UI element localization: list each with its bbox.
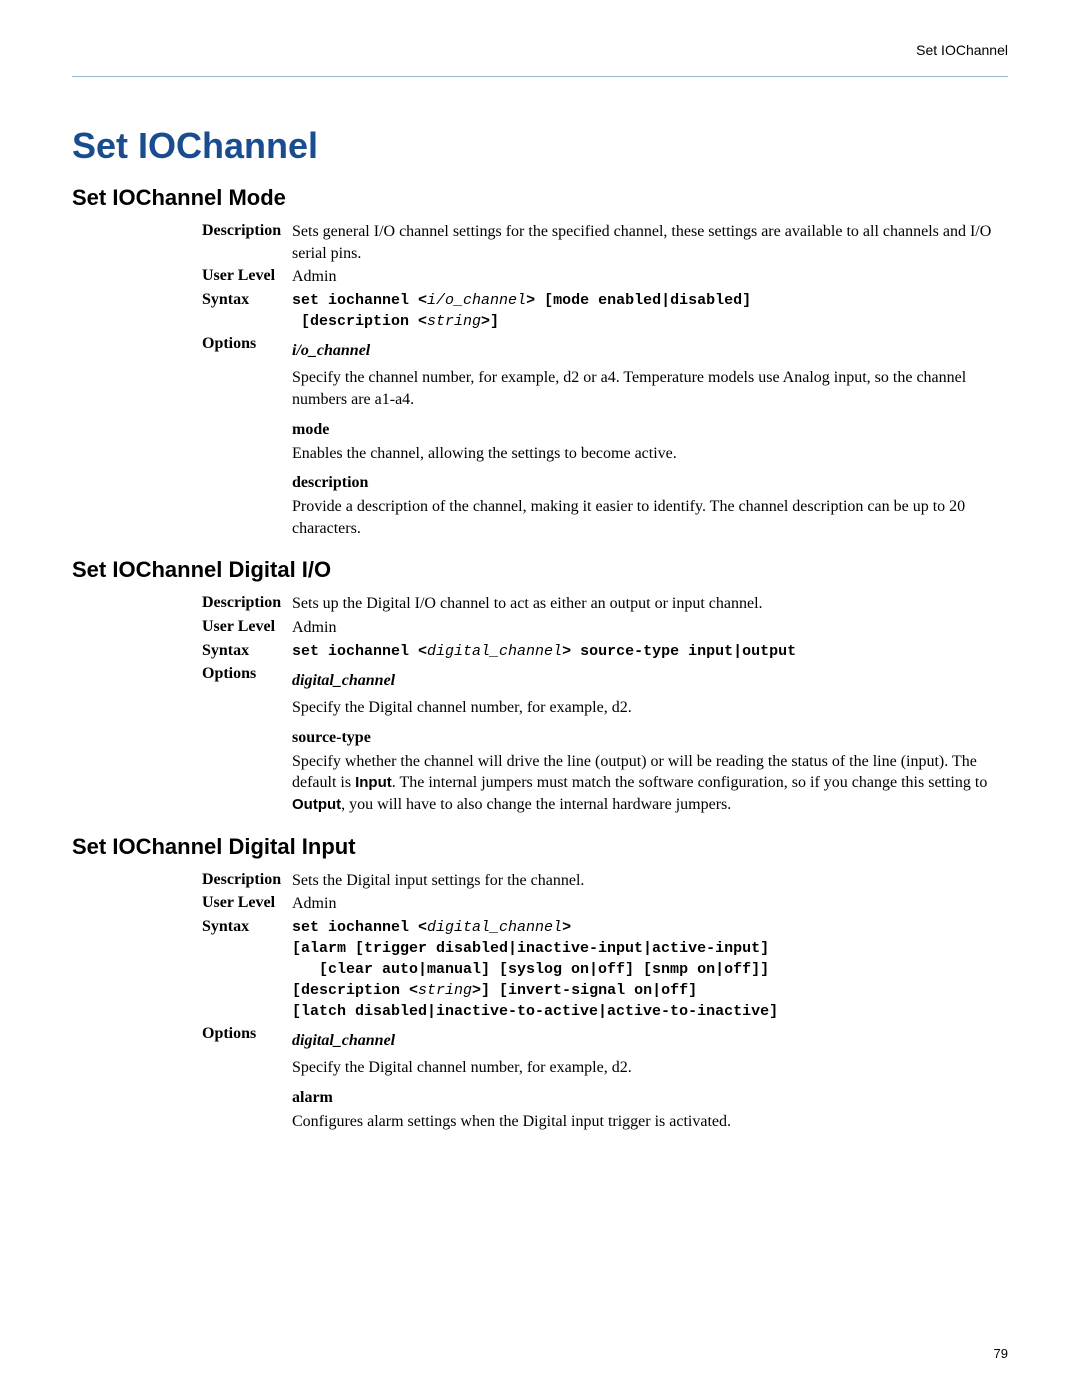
section-title-digital-input: Set IOChannel Digital Input (72, 834, 1008, 860)
label-options: Options (202, 334, 292, 353)
opt-io-channel-body: Specify the channel number, for example,… (292, 367, 1008, 410)
page-title: Set IOChannel (72, 125, 1008, 167)
opt-digital-channel: digital_channel (292, 670, 1008, 692)
digital-input-user-level: Admin (292, 893, 1008, 915)
opt-alarm-body: Configures alarm settings when the Digit… (292, 1111, 1008, 1133)
mode-syntax: set iochannel <i/o_channel> [mode enable… (292, 290, 1008, 332)
mode-user-level: Admin (292, 266, 1008, 288)
label-syntax: Syntax (202, 917, 292, 936)
label-options: Options (202, 1024, 292, 1043)
digital-io-description: Sets up the Digital I/O channel to act a… (292, 593, 1008, 615)
header-rule (72, 76, 1008, 77)
label-syntax: Syntax (202, 290, 292, 309)
label-syntax: Syntax (202, 641, 292, 660)
section-title-mode: Set IOChannel Mode (72, 185, 1008, 211)
header-label: Set IOChannel (72, 42, 1008, 58)
label-options: Options (202, 664, 292, 683)
label-user-level: User Level (202, 266, 292, 285)
section-digital-io-block: Description Sets up the Digital I/O chan… (202, 593, 1008, 815)
label-description: Description (202, 870, 292, 889)
digital-input-description: Sets the Digital input settings for the … (292, 870, 1008, 892)
opt-source-type-body: Specify whether the channel will drive t… (292, 751, 1008, 816)
section-title-digital-io: Set IOChannel Digital I/O (72, 557, 1008, 583)
opt-description-body: Provide a description of the channel, ma… (292, 496, 1008, 539)
opt-source-type: source-type (292, 729, 1008, 747)
label-user-level: User Level (202, 893, 292, 912)
digital-io-syntax: set iochannel <digital_channel> source-t… (292, 641, 1008, 662)
section-mode-block: Description Sets general I/O channel set… (202, 221, 1008, 539)
digital-io-user-level: Admin (292, 617, 1008, 639)
opt-alarm: alarm (292, 1089, 1008, 1107)
label-description: Description (202, 593, 292, 612)
opt-digital-channel-body: Specify the Digital channel number, for … (292, 697, 1008, 719)
label-description: Description (202, 221, 292, 240)
opt-mode: mode (292, 421, 1008, 439)
digital-input-syntax: set iochannel <digital_channel> [alarm [… (292, 917, 1008, 1022)
opt-io-channel: i/o_channel (292, 340, 1008, 362)
section-digital-input-block: Description Sets the Digital input setti… (202, 870, 1008, 1133)
opt-digital-channel-2: digital_channel (292, 1030, 1008, 1052)
opt-digital-channel-2-body: Specify the Digital channel number, for … (292, 1057, 1008, 1079)
label-user-level: User Level (202, 617, 292, 636)
page: Set IOChannel Set IOChannel Set IOChanne… (0, 0, 1080, 1397)
page-number: 79 (994, 1346, 1008, 1361)
opt-description: description (292, 474, 1008, 492)
opt-mode-body: Enables the channel, allowing the settin… (292, 443, 1008, 465)
mode-description: Sets general I/O channel settings for th… (292, 221, 1008, 264)
